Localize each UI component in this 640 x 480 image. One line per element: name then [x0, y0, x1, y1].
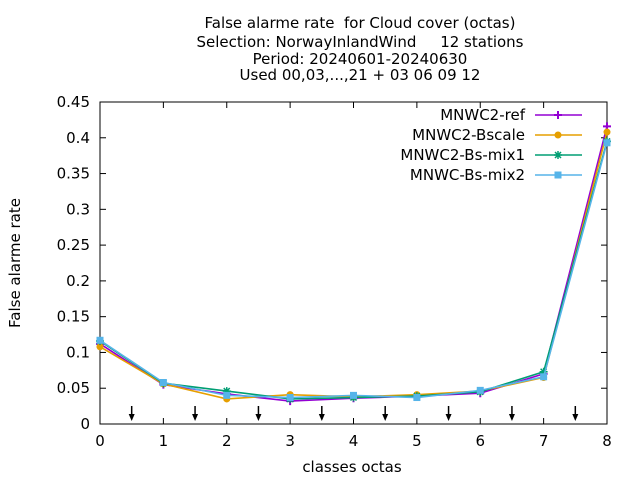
- data-point: [603, 128, 611, 136]
- data-point: [222, 387, 231, 396]
- y-axis-label: False alarme rate: [6, 198, 24, 328]
- legend-marker: [554, 171, 562, 179]
- chart-title-line-3: Period: 20240601-20240630: [252, 50, 468, 68]
- legend: MNWC2-ref MNWC2-Bscale MNWC2-Bs-mix1 MNWC-B…: [400, 106, 582, 184]
- legend-marker: [554, 151, 562, 159]
- x-tick-label: 3: [285, 432, 295, 450]
- series-lines: [96, 122, 611, 406]
- series-3: [96, 139, 611, 402]
- x-tick-label: 5: [412, 432, 422, 450]
- class-arrow-head: [382, 414, 389, 421]
- y-tick-label: 0.45: [57, 93, 90, 111]
- x-tick-label: 6: [475, 432, 485, 450]
- chart-title-line-1: False alarme rate for Cloud cover (octas…: [204, 14, 516, 32]
- y-tick-label: 0.2: [66, 272, 90, 290]
- class-arrow-head: [572, 414, 579, 421]
- data-point: [96, 343, 104, 351]
- data-point: [96, 336, 104, 344]
- data-point: [539, 367, 548, 376]
- chart-axes: 0 1 2 3 4 5 6 7 8 0 0.05 0.1 0.15 0.2 0.25 0.3 0.35 0.4 0.…: [57, 93, 612, 450]
- x-tick-label: 0: [95, 432, 105, 450]
- series-line: [99, 126, 608, 402]
- y-tick-label: 0.4: [66, 129, 90, 147]
- series-1: [96, 128, 611, 403]
- x-tick-label: 4: [349, 432, 359, 450]
- series-2: [96, 137, 611, 403]
- y-tick-label: 0.3: [66, 200, 90, 218]
- class-arrow-head: [255, 414, 262, 421]
- legend-label: MNWC2-Bscale: [412, 126, 525, 144]
- legend-marker: [554, 111, 562, 119]
- legend-marker: [554, 131, 562, 139]
- class-arrow-head: [128, 414, 135, 421]
- data-point: [286, 394, 294, 402]
- series-line: [99, 141, 608, 400]
- data-point: [223, 391, 231, 399]
- y-tick-label: 0.1: [66, 343, 90, 361]
- x-tick-label: 7: [539, 432, 549, 450]
- x-tick-label: 2: [222, 432, 232, 450]
- class-arrow-head: [508, 414, 515, 421]
- data-point: [413, 394, 421, 402]
- chart-title-line-4: Used 00,03,...,21 + 03 06 09 12: [239, 66, 481, 84]
- x-tick-label: 1: [159, 432, 169, 450]
- legend-label: MNWC2-Bs-mix1: [400, 146, 525, 164]
- data-point: [476, 386, 484, 394]
- legend-label: MNWC2-ref: [440, 106, 525, 124]
- x-axis-label: classes octas: [302, 458, 402, 476]
- data-point: [159, 378, 167, 386]
- class-boundary-arrows: [128, 406, 579, 421]
- y-tick-label: 0.25: [57, 236, 90, 254]
- legend-label: MNWC-Bs-mix2: [410, 166, 525, 184]
- series-line: [99, 142, 608, 399]
- series-line: [99, 131, 608, 400]
- x-tick-label: 8: [602, 432, 612, 450]
- y-tick-label: 0.35: [57, 165, 90, 183]
- class-arrow-head: [318, 414, 325, 421]
- chart-title-line-2: Selection: NorwayInlandWind 12 stations: [196, 33, 524, 51]
- class-arrow-head: [192, 414, 199, 421]
- data-point: [540, 373, 548, 381]
- data-point: [350, 391, 357, 399]
- class-arrow-head: [445, 414, 452, 421]
- data-point: [603, 139, 611, 147]
- y-tick-label: 0.15: [57, 308, 90, 326]
- series-0: [96, 122, 611, 406]
- y-tick-label: 0.05: [57, 379, 90, 397]
- y-tick-label: 0: [80, 415, 90, 433]
